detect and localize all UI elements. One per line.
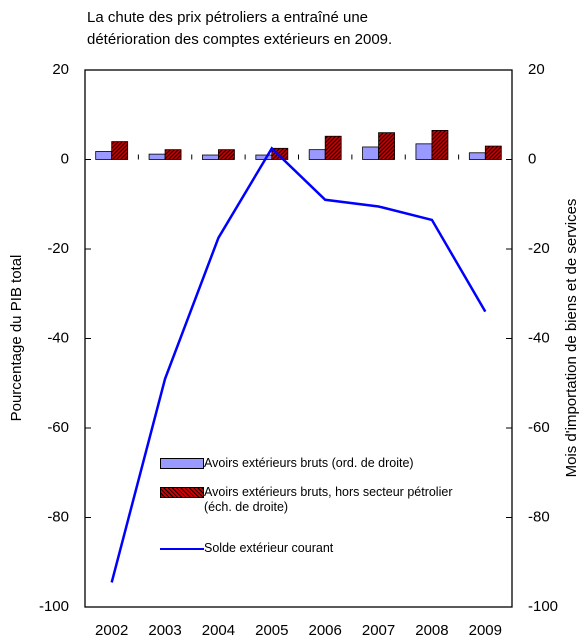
legend-label: Avoirs extérieurs bruts, hors secteur pé… (204, 485, 453, 514)
x-tick-label: 2008 (415, 622, 448, 639)
x-tick-label: 2006 (309, 622, 342, 639)
x-tick-label: 2009 (469, 622, 502, 639)
y2-tick-label: -100 (528, 598, 558, 615)
x-tick-label: 2002 (95, 622, 128, 639)
y-tick-label: 0 (61, 150, 69, 167)
legend-swatch (160, 487, 204, 498)
legend-item: Solde extérieur courant (160, 541, 490, 556)
y2-tick-label: 20 (528, 61, 545, 78)
y-axis-title: Pourcentage du PIB total (8, 255, 25, 422)
bar (218, 149, 235, 160)
y-tick-label: -60 (47, 419, 69, 436)
legend-item: Avoirs extérieurs bruts, hors secteur pé… (160, 485, 490, 515)
bar (431, 130, 449, 160)
bar (202, 154, 219, 160)
legend-label: Solde extérieur courant (204, 541, 334, 555)
bar (415, 143, 433, 160)
bar (271, 147, 289, 160)
y2-tick-label: 0 (528, 150, 536, 167)
y-tick-label: -40 (47, 329, 69, 346)
y2-axis-title: Mois d'importation de biens et de servic… (563, 199, 580, 478)
bar (484, 145, 502, 160)
bar (468, 152, 486, 160)
y-tick-label: -80 (47, 508, 69, 525)
bar (362, 146, 379, 160)
bar (324, 135, 342, 160)
legend-swatch (160, 548, 204, 550)
bar (111, 141, 129, 160)
x-tick-label: 2004 (202, 622, 235, 639)
y2-tick-label: -20 (528, 240, 550, 257)
legend-label: Avoirs extérieurs bruts (ord. de droite) (204, 456, 414, 470)
bar (95, 151, 113, 160)
bar (148, 153, 166, 160)
line-series (110, 146, 487, 583)
y-tick-label: 20 (52, 61, 69, 78)
y-tick-label: -20 (47, 240, 69, 257)
y2-tick-label: -60 (528, 419, 550, 436)
x-tick-label: 2007 (362, 622, 395, 639)
bar (308, 149, 326, 160)
chart-title-line: détérioration des comptes extérieurs en … (87, 31, 392, 48)
chart-title-line: La chute des prix pétroliers a entraîné … (87, 9, 368, 26)
y-tick-label: -100 (39, 598, 69, 615)
x-tick-label: 2005 (255, 622, 288, 639)
x-tick-label: 2003 (148, 622, 181, 639)
bar (164, 149, 182, 160)
legend-item: Avoirs extérieurs bruts (ord. de droite) (160, 456, 490, 471)
bar (378, 132, 395, 160)
bar (255, 154, 273, 160)
legend: Avoirs extérieurs bruts (ord. de droite)… (160, 456, 490, 570)
legend-swatch (160, 458, 204, 469)
y2-tick-label: -80 (528, 508, 550, 525)
y2-tick-label: -40 (528, 329, 550, 346)
